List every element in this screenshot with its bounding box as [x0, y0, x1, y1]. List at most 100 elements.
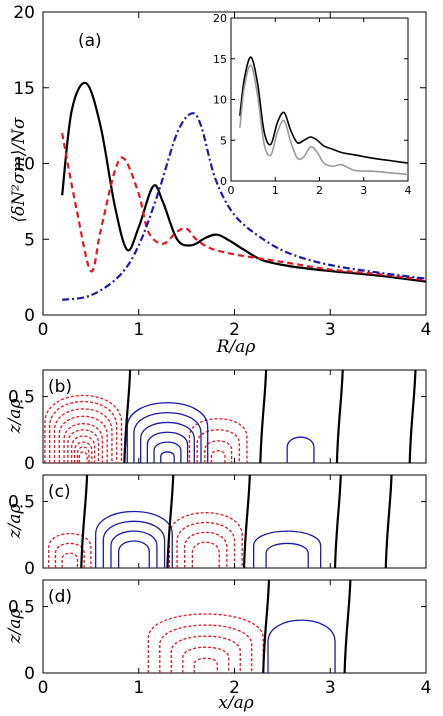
y-tick-label: 0	[220, 175, 227, 188]
panel-d-contours	[147, 579, 352, 674]
contour-positive	[267, 619, 336, 673]
nodal-line	[242, 474, 251, 569]
contour-positive	[126, 402, 209, 463]
contour-negative	[71, 435, 96, 463]
contour-negative	[176, 522, 236, 568]
contour-positive	[140, 421, 195, 463]
contour-negative	[170, 635, 241, 673]
y-tick-label: 0	[24, 454, 35, 474]
contour-negative	[49, 400, 118, 463]
panel-a-series	[61, 81, 427, 301]
nodal-line	[123, 369, 132, 464]
contour-negative	[78, 451, 88, 463]
panel-a-xlabel: R/aρ	[216, 337, 256, 357]
nodal-line	[343, 579, 352, 674]
y-tick-label: 0.5	[8, 388, 35, 408]
x-tick-label: 0	[38, 678, 49, 698]
nodal-line	[408, 369, 417, 464]
contour-negative	[191, 541, 220, 568]
contour-positive	[117, 540, 150, 568]
panel-c-ylabel: z/aρ	[5, 504, 25, 540]
panel-c-contours	[48, 474, 393, 569]
panel-d-ylabel: z/aρ	[5, 609, 25, 645]
x-tick-label: 2	[229, 320, 240, 340]
panel-c-tag: (c)	[48, 482, 71, 502]
panel-b-frame	[42, 369, 427, 464]
contour-positive	[133, 411, 202, 463]
x-tick-label: 4	[421, 320, 432, 340]
contour-negative	[63, 423, 104, 463]
inset-series-black	[239, 56, 409, 164]
panel-d-frame	[42, 579, 427, 674]
nodal-line	[335, 369, 344, 464]
contour-positive	[146, 431, 189, 463]
panel-a-tag: (a)	[78, 31, 102, 51]
panel-b-contours	[44, 369, 417, 464]
y-tick-label: 20	[213, 12, 227, 25]
panel-c-ticks: 00.5	[8, 475, 427, 579]
nodal-line	[80, 474, 89, 569]
contour-positive	[286, 436, 315, 463]
contour-positive	[153, 441, 182, 463]
contour-negative	[196, 429, 240, 463]
y-tick-label: 15	[13, 79, 35, 99]
contour-positive	[95, 510, 173, 568]
contour-negative	[210, 450, 226, 463]
x-tick-label: 1	[133, 320, 144, 340]
contour-negative	[48, 533, 92, 568]
panel-a-ylabel: ⟨δN²σm⟩/Nσ	[9, 117, 29, 223]
y-tick-label: 0.5	[8, 598, 35, 618]
x-tick-label: 0	[38, 320, 49, 340]
y-tick-label: 0	[24, 559, 35, 579]
x-tick-label: 4	[421, 678, 432, 698]
panel-b-tag: (b)	[48, 377, 72, 397]
panel-b-ticks: 00.5	[8, 370, 427, 474]
series-dashed	[61, 132, 427, 282]
contour-negative	[204, 440, 233, 463]
contour-negative	[73, 441, 93, 463]
panel-d: 0 1 2 3 4 0 0.5 (d) z/aρ x/aρ	[5, 579, 431, 713]
contour-positive	[102, 520, 166, 568]
contour-negative	[58, 415, 108, 463]
contour-negative	[184, 531, 228, 568]
x-tick-label: 4	[405, 184, 412, 197]
contour-positive	[160, 451, 175, 463]
panel-d-tag: (d)	[48, 587, 72, 607]
contour-negative	[159, 624, 253, 673]
panel-b: 00.5 (b) z/aρ	[5, 369, 427, 474]
inset-series-gray	[239, 64, 409, 176]
y-tick-label: 0	[24, 306, 35, 326]
nodal-line	[259, 369, 268, 464]
nodal-line	[262, 579, 271, 674]
nodal-line	[333, 474, 342, 569]
contour-negative	[188, 418, 248, 463]
nodal-line	[166, 474, 175, 569]
contour-negative	[193, 657, 218, 673]
panel-d-xlabel: x/aρ	[218, 693, 253, 713]
contour-positive	[265, 542, 309, 568]
y-tick-label: 5	[220, 134, 227, 147]
y-tick-label: 10	[213, 94, 227, 107]
contour-negative	[182, 646, 230, 673]
contour-negative	[54, 542, 85, 568]
x-tick-label: 3	[325, 678, 336, 698]
contour-positive	[253, 530, 322, 568]
y-tick-label: 0	[24, 664, 35, 684]
contour-negative	[44, 394, 123, 463]
contour-negative	[53, 408, 113, 463]
contour-negative	[168, 512, 243, 568]
y-tick-label: 15	[213, 53, 227, 66]
x-tick-label: 3	[325, 320, 336, 340]
x-tick-label: 2	[229, 678, 240, 698]
inset-ticks: 0 1 2 3 4 0 5 10 15 20	[213, 12, 412, 197]
inset-series	[239, 56, 409, 176]
panel-d-ticks: 0 1 2 3 4 0 0.5	[8, 580, 431, 698]
x-tick-label: 1	[272, 184, 279, 197]
contour-positive	[110, 530, 158, 568]
y-tick-label: 20	[13, 3, 35, 23]
contour-negative	[67, 429, 100, 463]
x-tick-label: 2	[316, 184, 323, 197]
